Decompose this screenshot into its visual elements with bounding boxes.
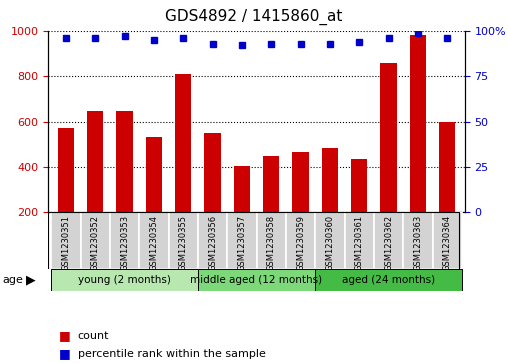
Bar bbox=[351, 159, 367, 212]
Bar bbox=[403, 212, 432, 269]
Text: GSM1230361: GSM1230361 bbox=[355, 215, 364, 271]
Text: GSM1230354: GSM1230354 bbox=[149, 215, 158, 271]
Text: ■: ■ bbox=[58, 347, 70, 360]
Text: ▶: ▶ bbox=[26, 273, 36, 286]
Bar bbox=[234, 166, 250, 212]
Text: count: count bbox=[78, 331, 109, 341]
Bar bbox=[110, 212, 139, 269]
Bar bbox=[293, 152, 309, 212]
Bar bbox=[146, 138, 162, 212]
Text: GSM1230363: GSM1230363 bbox=[414, 215, 422, 272]
Bar bbox=[198, 212, 227, 269]
Bar bbox=[257, 212, 286, 269]
Bar bbox=[322, 148, 338, 212]
Bar bbox=[116, 111, 133, 212]
Bar bbox=[87, 111, 103, 212]
Text: GSM1230352: GSM1230352 bbox=[91, 215, 100, 271]
Bar bbox=[204, 133, 220, 212]
Bar bbox=[169, 212, 198, 269]
Bar bbox=[81, 212, 110, 269]
Bar bbox=[315, 269, 462, 291]
Bar bbox=[263, 156, 279, 212]
Text: GSM1230358: GSM1230358 bbox=[267, 215, 276, 271]
Bar bbox=[315, 212, 344, 269]
Text: GSM1230355: GSM1230355 bbox=[179, 215, 187, 271]
Text: GSM1230356: GSM1230356 bbox=[208, 215, 217, 271]
Text: young (2 months): young (2 months) bbox=[78, 275, 171, 285]
Text: ■: ■ bbox=[58, 329, 70, 342]
Bar bbox=[439, 122, 455, 212]
Bar bbox=[198, 269, 315, 291]
Bar bbox=[175, 74, 192, 212]
Bar bbox=[410, 35, 426, 212]
Text: GSM1230364: GSM1230364 bbox=[442, 215, 452, 271]
Bar bbox=[227, 212, 257, 269]
Text: aged (24 months): aged (24 months) bbox=[342, 275, 435, 285]
Bar bbox=[374, 212, 403, 269]
Bar bbox=[380, 63, 397, 212]
Text: GSM1230362: GSM1230362 bbox=[384, 215, 393, 271]
Bar bbox=[344, 212, 374, 269]
Bar bbox=[58, 129, 74, 212]
Text: GSM1230357: GSM1230357 bbox=[237, 215, 246, 271]
Bar bbox=[432, 212, 462, 269]
Text: age: age bbox=[3, 275, 23, 285]
Bar bbox=[51, 212, 81, 269]
Text: GSM1230351: GSM1230351 bbox=[61, 215, 71, 271]
Text: GSM1230359: GSM1230359 bbox=[296, 215, 305, 271]
Text: GSM1230360: GSM1230360 bbox=[326, 215, 334, 271]
Bar bbox=[139, 212, 169, 269]
Bar bbox=[286, 212, 315, 269]
Text: percentile rank within the sample: percentile rank within the sample bbox=[78, 349, 266, 359]
Text: GSM1230353: GSM1230353 bbox=[120, 215, 129, 271]
Bar bbox=[51, 269, 198, 291]
Text: GDS4892 / 1415860_at: GDS4892 / 1415860_at bbox=[165, 9, 343, 25]
Text: middle aged (12 months): middle aged (12 months) bbox=[190, 275, 323, 285]
